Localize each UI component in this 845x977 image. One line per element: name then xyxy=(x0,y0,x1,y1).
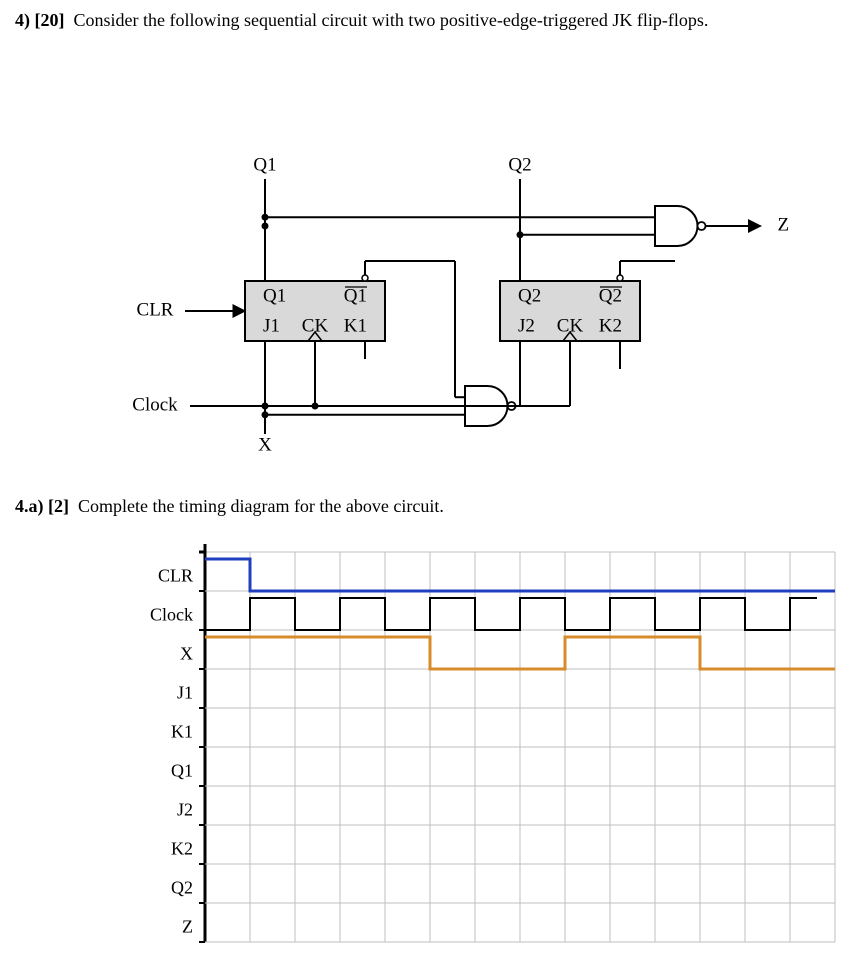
svg-text:J2: J2 xyxy=(518,315,535,336)
svg-text:Z: Z xyxy=(778,214,790,235)
svg-text:Z: Z xyxy=(182,916,193,936)
svg-text:Q2: Q2 xyxy=(508,154,531,175)
svg-text:J1: J1 xyxy=(177,682,193,702)
svg-text:Q1: Q1 xyxy=(171,760,193,780)
svg-text:K1: K1 xyxy=(171,721,193,741)
subproblem-text-body: Complete the timing diagram for the abov… xyxy=(78,496,444,516)
timing-svg: CLR Clock X J1 K1 Q1 J2 K2 Q2 Z xyxy=(85,542,845,962)
subproblem-number: 4.a) [2] xyxy=(15,496,69,516)
svg-text:X: X xyxy=(180,643,193,663)
svg-text:X: X xyxy=(258,434,272,455)
svg-text:K2: K2 xyxy=(599,315,622,336)
timing-diagram: CLR Clock X J1 K1 Q1 J2 K2 Q2 Z xyxy=(85,542,830,967)
svg-text:J2: J2 xyxy=(177,799,193,819)
svg-text:Q2: Q2 xyxy=(599,285,622,306)
svg-text:J1: J1 xyxy=(263,315,280,336)
svg-text:Clock: Clock xyxy=(132,394,178,415)
svg-text:Q1: Q1 xyxy=(263,285,286,306)
svg-text:Q1: Q1 xyxy=(253,154,276,175)
problem-number: 4) [20] xyxy=(15,10,64,30)
circuit-svg: Q1Q1J1CKK1Q2Q2J2CKK2Q1Q2CLRClockXZ xyxy=(15,51,835,461)
svg-text:K1: K1 xyxy=(344,315,367,336)
circuit-diagram: Q1Q1J1CKK1Q2Q2J2CKK2Q1Q2CLRClockXZ xyxy=(15,51,830,466)
svg-text:CLR: CLR xyxy=(158,565,193,585)
problem-text-body: Consider the following sequential circui… xyxy=(73,10,708,30)
subproblem-statement: 4.a) [2] Complete the timing diagram for… xyxy=(15,496,830,517)
svg-text:Q2: Q2 xyxy=(171,877,193,897)
svg-text:Clock: Clock xyxy=(150,604,193,624)
svg-text:K2: K2 xyxy=(171,838,193,858)
problem-statement: 4) [20] Consider the following sequentia… xyxy=(15,10,830,31)
svg-text:Q1: Q1 xyxy=(344,285,367,306)
svg-text:CLR: CLR xyxy=(137,299,174,320)
svg-text:Q2: Q2 xyxy=(518,285,541,306)
